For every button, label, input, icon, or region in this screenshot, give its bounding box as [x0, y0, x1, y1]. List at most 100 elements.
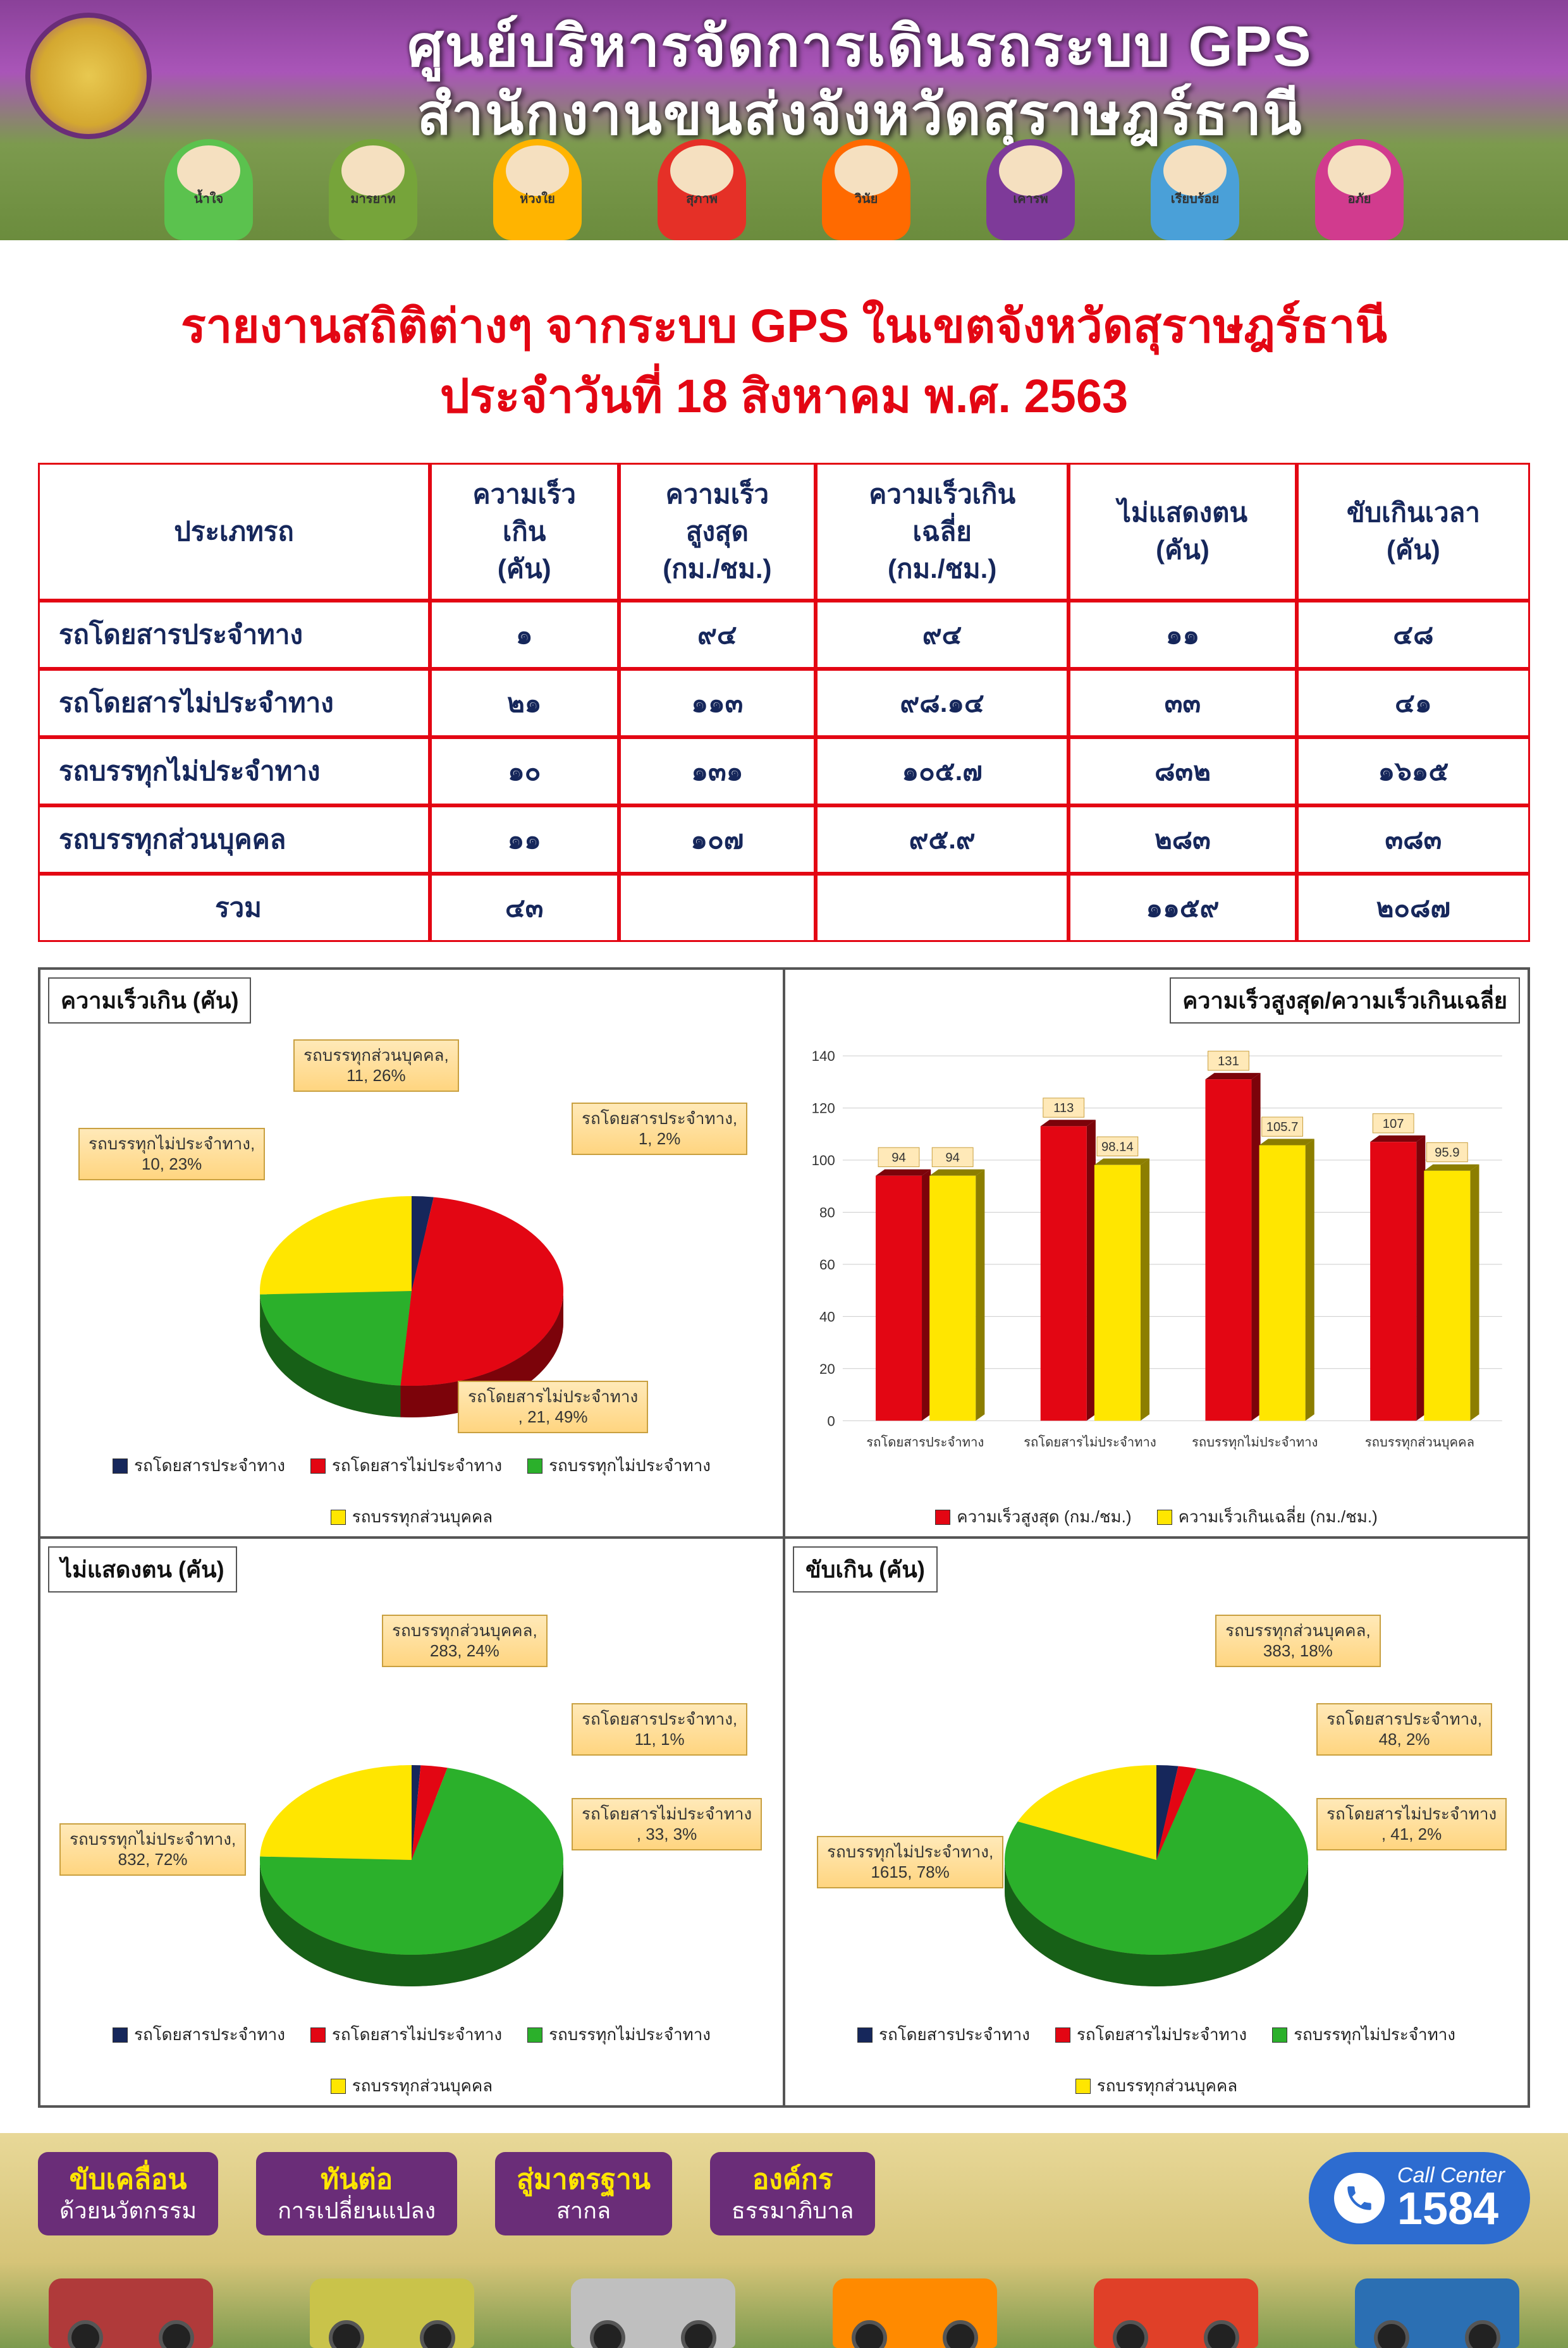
- mascot: น้ำใจ: [164, 139, 253, 240]
- table-total-row: รวม๔๓๑๑๕๙๒๐๘๗: [38, 874, 1530, 942]
- table-cell: ๑๐๕.๗: [816, 737, 1069, 805]
- table-cell: ๙๔: [816, 601, 1069, 669]
- legend-swatch: [857, 2027, 873, 2043]
- table-row: รถโดยสารประจำทาง๑๙๔๙๔๑๑๔๘: [38, 601, 1530, 669]
- footer-badge-line2: การเปลี่ยนแปลง: [278, 2197, 436, 2224]
- legend-swatch: [1272, 2027, 1287, 2043]
- overtime-pie-cell: ขับเกิน (คัน) รถโดยสารประจำทาง, 48, 2%รถ…: [784, 1538, 1529, 2106]
- svg-text:94: 94: [945, 1151, 960, 1165]
- table-cell: รถบรรทุกส่วนบุคคล: [38, 805, 430, 874]
- noshow-pie-title: ไม่แสดงตน (คัน): [48, 1546, 237, 1593]
- footer-vehicle: [833, 2278, 997, 2348]
- svg-text:20: 20: [819, 1361, 835, 1377]
- content-area: รายงานสถิติต่างๆ จากระบบ GPS ในเขตจังหวั…: [0, 240, 1568, 2133]
- legend-swatch: [1157, 1510, 1172, 1525]
- mascot: วินัย: [822, 139, 910, 240]
- bar: [929, 1176, 976, 1421]
- mascot: สุภาพ: [658, 139, 746, 240]
- footer-badges: ขับเคลื่อนด้วยนวัตกรรมทันต่อการเปลี่ยนแป…: [38, 2152, 875, 2235]
- legend-label: รถโดยสารประจำทาง: [134, 2022, 285, 2048]
- table-cell: ๔๑: [1297, 669, 1530, 737]
- statistics-table: ประเภทรถความเร็ว เกิน (คัน)ความเร็ว สูงส…: [38, 463, 1530, 942]
- call-center-number: 1584: [1397, 2186, 1505, 2232]
- bar-chart: 0204060801001201409494รถโดยสารประจำทาง11…: [798, 1027, 1515, 1482]
- table-total-cell: [619, 874, 816, 942]
- bar: [1205, 1080, 1251, 1421]
- table-row: รถบรรทุกไม่ประจำทาง๑๐๑๓๑๑๐๕.๗๘๓๒๑๖๑๕: [38, 737, 1530, 805]
- pie-slice-label: รถโดยสารประจำทาง, 1, 2%: [572, 1103, 747, 1154]
- table-row: รถบรรทุกส่วนบุคคล๑๑๑๐๗๙๕.๙๒๘๓๓๘๓: [38, 805, 1530, 874]
- table-cell: ๙๕.๙: [816, 805, 1069, 874]
- table-header-cell: ความเร็ว เกิน (คัน): [430, 463, 619, 601]
- mascot: มารยาท: [329, 139, 417, 240]
- table-cell: ๑๑๓: [619, 669, 816, 737]
- bar: [876, 1176, 922, 1421]
- pie-slice-label: รถบรรทุกไม่ประจำทาง, 10, 23%: [78, 1128, 265, 1180]
- footer-vehicle: [49, 2278, 213, 2348]
- svg-text:60: 60: [819, 1257, 835, 1273]
- legend-swatch: [113, 1458, 128, 1474]
- department-logo: [25, 13, 152, 139]
- mascot: เคารพ: [986, 139, 1075, 240]
- table-cell: ๘๓๒: [1069, 737, 1297, 805]
- bar-chart-cell: ความเร็วสูงสุด/ความเร็วเกินเฉลี่ย 020406…: [784, 969, 1529, 1538]
- footer-badge-line1: สู่มาตรฐาน: [517, 2163, 651, 2197]
- footer-badge: สู่มาตรฐานสากล: [495, 2152, 672, 2235]
- footer-badge-line2: ด้วยนวัตกรรม: [59, 2197, 197, 2224]
- charts-grid: ความเร็วเกิน (คัน) รถโดยสารประจำทาง, 1, …: [38, 967, 1530, 2108]
- legend-label: รถบรรทุกไม่ประจำทาง: [549, 1453, 711, 1479]
- table-header-cell: ความเร็ว สูงสุด (กม./ชม.): [619, 463, 816, 601]
- svg-text:98.14: 98.14: [1101, 1140, 1134, 1154]
- legend-item: รถบรรทุกไม่ประจำทาง: [1272, 2022, 1455, 2048]
- legend-label: รถโดยสารประจำทาง: [879, 2022, 1030, 2048]
- legend-swatch: [935, 1510, 950, 1525]
- footer-vehicle: [1094, 2278, 1258, 2348]
- legend-label: รถบรรทุกส่วนบุคคล: [352, 2073, 493, 2099]
- footer-badge-line1: องค์กร: [732, 2163, 854, 2197]
- pie-slice-label: รถบรรทุกส่วนบุคคล, 383, 18%: [1215, 1615, 1381, 1666]
- bar: [1094, 1165, 1141, 1421]
- header-banner: ศูนย์บริหารจัดการเดินรถระบบ GPS สำนักงาน…: [0, 0, 1568, 240]
- phone-svg: [1344, 2182, 1375, 2214]
- mascot-label: น้ำใจ: [164, 188, 253, 209]
- legend-item: รถบรรทุกส่วนบุคคล: [1075, 2073, 1238, 2099]
- pie-slice: [260, 1765, 412, 1860]
- svg-text:100: 100: [812, 1153, 835, 1169]
- table-total-cell: ๑๑๕๙: [1069, 874, 1297, 942]
- legend-swatch: [331, 2079, 346, 2094]
- phone-icon: [1334, 2173, 1385, 2223]
- svg-text:95.9: 95.9: [1435, 1146, 1459, 1160]
- report-title: รายงานสถิติต่างๆ จากระบบ GPS ในเขตจังหวั…: [38, 291, 1530, 431]
- pie-slice-label: รถบรรทุกส่วนบุคคล, 283, 24%: [382, 1615, 548, 1666]
- table-cell: ๑๓๑: [619, 737, 816, 805]
- footer-vehicle: [1355, 2278, 1519, 2348]
- legend-item: รถโดยสารประจำทาง: [113, 2022, 285, 2048]
- mascot-label: เคารพ: [986, 188, 1075, 209]
- svg-text:120: 120: [812, 1101, 835, 1116]
- speed-pie-title: ความเร็วเกิน (คัน): [48, 977, 251, 1024]
- svg-text:40: 40: [819, 1309, 835, 1325]
- legend-label: รถบรรทุกส่วนบุคคล: [352, 1504, 493, 1530]
- legend-label: รถบรรทุกส่วนบุคคล: [1097, 2073, 1238, 2099]
- legend-label: ความเร็วสูงสุด (กม./ชม.): [957, 1504, 1131, 1530]
- table-cell: ๑๑: [430, 805, 619, 874]
- bar: [1370, 1142, 1416, 1421]
- table-total-cell: รวม: [38, 874, 430, 942]
- svg-text:131: 131: [1218, 1055, 1239, 1068]
- pie-slice-label: รถบรรทุกส่วนบุคคล, 11, 26%: [293, 1039, 459, 1091]
- footer-badge-line1: ขับเคลื่อน: [59, 2163, 197, 2197]
- header-line1: ศูนย์บริหารจัดการเดินรถระบบ GPS: [177, 13, 1543, 81]
- speed-pie-cell: ความเร็วเกิน (คัน) รถโดยสารประจำทาง, 1, …: [39, 969, 784, 1538]
- pie-slice: [260, 1196, 412, 1294]
- table-cell: ๑๑: [1069, 601, 1297, 669]
- table-cell: ๓๓: [1069, 669, 1297, 737]
- svg-text:รถโดยสารไม่ประจำทาง: รถโดยสารไม่ประจำทาง: [1024, 1434, 1156, 1450]
- table-total-cell: ๔๓: [430, 874, 619, 942]
- legend-item: รถโดยสารไม่ประจำทาง: [1055, 2022, 1247, 2048]
- mascot-label: มารยาท: [329, 188, 417, 209]
- table-total-cell: [816, 874, 1069, 942]
- bar-chart-legend: ความเร็วสูงสุด (กม./ชม.)ความเร็วเกินเฉลี…: [798, 1504, 1515, 1530]
- table-header-cell: ประเภทรถ: [38, 463, 430, 601]
- call-center-badge: Call Center 1584: [1309, 2152, 1530, 2244]
- mascot: ห่วงใย: [493, 139, 582, 240]
